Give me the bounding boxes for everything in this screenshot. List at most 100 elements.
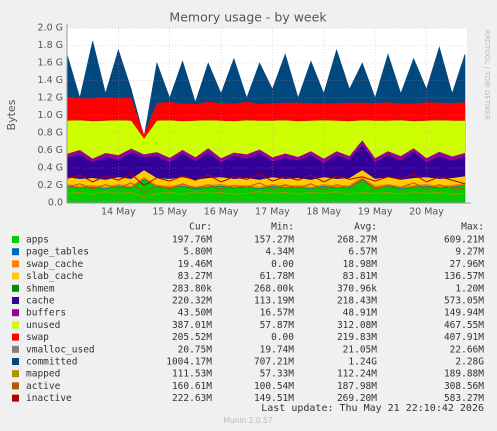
stat-value: 205.52M bbox=[172, 332, 212, 343]
stat-value: 283.80k bbox=[172, 283, 212, 294]
stat-value: 0.00 bbox=[271, 332, 294, 343]
series-line bbox=[66, 191, 466, 198]
stat-value: 387.01M bbox=[172, 320, 212, 331]
stat-value: 268.00k bbox=[254, 283, 294, 294]
stacked-area bbox=[67, 177, 465, 189]
stat-value: 22.66M bbox=[450, 344, 485, 355]
legend-swatch bbox=[12, 394, 19, 402]
stat-header: Cur: bbox=[189, 222, 212, 233]
stat-value: 370.96k bbox=[337, 283, 377, 294]
last-update: Last update: Thu May 21 22:10:42 2026 bbox=[261, 403, 484, 414]
stat-value: 19.46M bbox=[178, 259, 213, 270]
legend-label: shmem bbox=[26, 283, 55, 294]
stat-value: 9.27M bbox=[455, 247, 484, 258]
stat-value: 57.33M bbox=[260, 369, 295, 380]
x-tick-label: 16 May bbox=[204, 207, 239, 218]
legend-label: mapped bbox=[26, 369, 60, 380]
stat-value: 48.91M bbox=[343, 308, 378, 319]
stat-value: 111.53M bbox=[172, 369, 212, 380]
y-tick-label: 1.8 G bbox=[38, 40, 64, 51]
stat-value: 6.57M bbox=[348, 247, 377, 258]
stat-value: 573.05M bbox=[444, 296, 484, 307]
stat-value: 83.81M bbox=[343, 271, 378, 282]
stat-value: 112.24M bbox=[337, 369, 377, 380]
stacked-area bbox=[67, 144, 465, 180]
legend-label: vmalloc_used bbox=[26, 344, 95, 355]
legend-swatch bbox=[12, 333, 19, 341]
stat-value: 2.28G bbox=[455, 357, 484, 368]
legend-swatch bbox=[12, 248, 19, 256]
stat-value: 197.76M bbox=[172, 235, 212, 246]
stat-value: 187.98M bbox=[337, 381, 377, 392]
legend-swatch bbox=[12, 236, 19, 243]
stat-value: 269.20M bbox=[337, 393, 377, 404]
stat-value: 43.50M bbox=[178, 308, 213, 319]
stat-value: 0.00 bbox=[271, 259, 294, 270]
stat-value: 113.19M bbox=[254, 296, 294, 307]
stat-value: 20.75M bbox=[178, 344, 213, 355]
stat-value: 157.27M bbox=[254, 235, 294, 246]
legend-label: cache bbox=[26, 296, 55, 307]
legend-swatch bbox=[12, 297, 19, 304]
x-tick-label: 19 May bbox=[358, 207, 393, 218]
stat-value: 218.43M bbox=[337, 296, 377, 307]
y-tick-label: 0.6 G bbox=[38, 145, 64, 156]
x-tick-label: 14 May bbox=[101, 207, 136, 218]
stat-header: Avg: bbox=[354, 222, 377, 233]
y-tick-label: 1.6 G bbox=[38, 58, 64, 69]
stat-value: 160.61M bbox=[172, 381, 212, 392]
series-line bbox=[66, 173, 466, 187]
legend-swatch bbox=[12, 370, 19, 378]
stat-value: 609.21M bbox=[444, 235, 484, 246]
stat-value: 222.63M bbox=[172, 393, 212, 404]
stacked-area bbox=[67, 178, 465, 189]
stat-value: 308.56M bbox=[444, 381, 484, 392]
stat-value: 268.27M bbox=[337, 235, 377, 246]
stat-value: 1.20M bbox=[455, 283, 484, 294]
stat-value: 16.57M bbox=[260, 308, 295, 319]
legend-swatch bbox=[12, 260, 19, 268]
legend-swatch bbox=[12, 309, 19, 317]
stacked-area bbox=[67, 97, 465, 139]
y-tick-label: 0.0 bbox=[48, 198, 63, 209]
stat-value: 583.27M bbox=[444, 393, 484, 404]
legend-label: inactive bbox=[26, 393, 72, 404]
y-tick-label: 1.2 G bbox=[38, 93, 64, 104]
stat-value: 5.80M bbox=[183, 247, 212, 258]
legend-label: committed bbox=[26, 357, 77, 368]
stat-value: 61.78M bbox=[260, 271, 295, 282]
x-tick-label: 20 May bbox=[409, 207, 444, 218]
legend-label: buffers bbox=[26, 308, 66, 319]
stat-value: 149.94M bbox=[444, 308, 484, 319]
footer: Munin 2.0.57 bbox=[223, 416, 272, 425]
stacked-area bbox=[67, 179, 465, 203]
legend-label: swap bbox=[26, 332, 49, 343]
stat-value: 312.08M bbox=[337, 320, 377, 331]
stat-value: 4.34M bbox=[265, 247, 294, 258]
stacked-area bbox=[67, 140, 465, 164]
legend-label: active bbox=[26, 381, 61, 392]
legend-swatch bbox=[12, 382, 19, 390]
x-tick-label: 15 May bbox=[152, 207, 187, 218]
stat-value: 136.57M bbox=[444, 271, 484, 282]
y-tick-label: 2.0 G bbox=[38, 23, 64, 34]
stat-value: 83.27M bbox=[178, 271, 213, 282]
stat-header: Min: bbox=[271, 222, 294, 233]
stat-value: 219.83M bbox=[337, 332, 377, 343]
stat-value: 100.54M bbox=[254, 381, 294, 392]
y-tick-label: 0.2 G bbox=[38, 180, 64, 191]
legend-label: unused bbox=[26, 320, 60, 331]
y-tick-label: 1.0 G bbox=[38, 110, 64, 121]
stat-value: 707.21M bbox=[254, 357, 294, 368]
legend-swatch bbox=[12, 272, 19, 280]
stat-value: 1004.17M bbox=[166, 357, 212, 368]
legend-swatch bbox=[12, 358, 19, 365]
legend-swatch bbox=[12, 345, 19, 353]
stacked-area bbox=[67, 120, 465, 159]
stat-value: 27.96M bbox=[450, 259, 485, 270]
stat-value: 407.91M bbox=[444, 332, 484, 343]
y-tick-label: 0.4 G bbox=[38, 163, 64, 174]
legend-label: page_tables bbox=[26, 247, 89, 258]
stat-value: 1.24G bbox=[348, 357, 377, 368]
side-text: RRDTOOL / TOBI OETIKER bbox=[483, 30, 491, 120]
